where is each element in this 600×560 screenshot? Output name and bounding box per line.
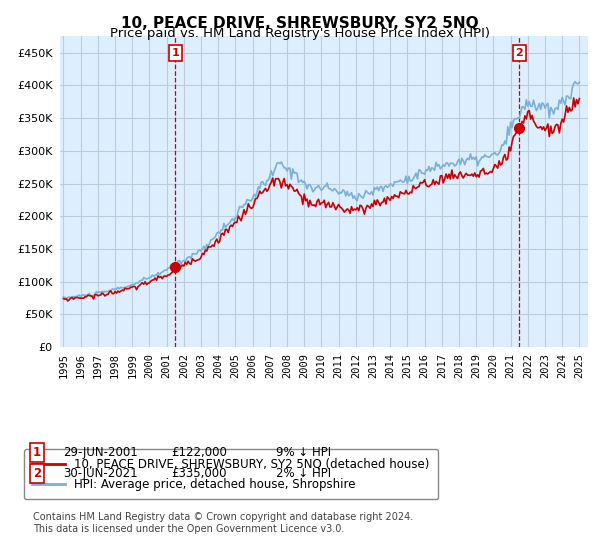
Text: Price paid vs. HM Land Registry's House Price Index (HPI): Price paid vs. HM Land Registry's House … (110, 27, 490, 40)
Text: 2: 2 (33, 466, 41, 480)
Text: £335,000: £335,000 (171, 466, 227, 480)
Text: 10, PEACE DRIVE, SHREWSBURY, SY2 5NQ: 10, PEACE DRIVE, SHREWSBURY, SY2 5NQ (121, 16, 479, 31)
Text: £122,000: £122,000 (171, 446, 227, 459)
Text: 1: 1 (33, 446, 41, 459)
Text: 9% ↓ HPI: 9% ↓ HPI (276, 446, 331, 459)
Text: 1: 1 (172, 48, 179, 58)
Text: 29-JUN-2001: 29-JUN-2001 (63, 446, 138, 459)
Text: Contains HM Land Registry data © Crown copyright and database right 2024.
This d: Contains HM Land Registry data © Crown c… (33, 512, 413, 534)
Text: 2% ↓ HPI: 2% ↓ HPI (276, 466, 331, 480)
Text: 30-JUN-2021: 30-JUN-2021 (63, 466, 137, 480)
Text: 2: 2 (515, 48, 523, 58)
Legend: 10, PEACE DRIVE, SHREWSBURY, SY2 5NQ (detached house), HPI: Average price, detac: 10, PEACE DRIVE, SHREWSBURY, SY2 5NQ (de… (23, 450, 438, 499)
